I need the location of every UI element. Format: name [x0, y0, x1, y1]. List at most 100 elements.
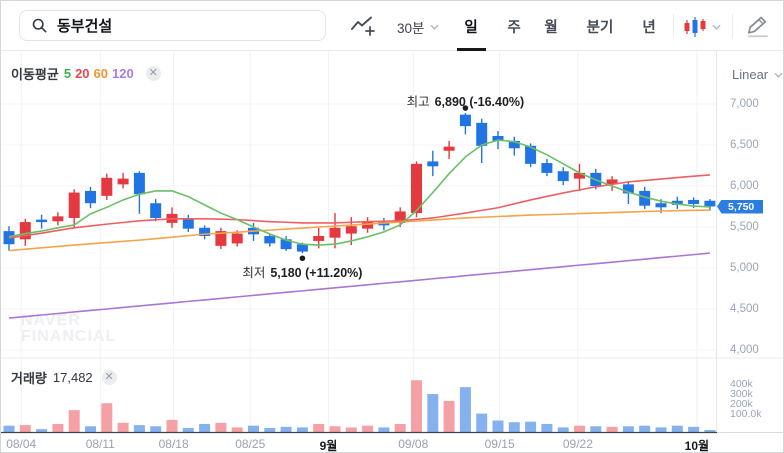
interval-dropdown[interactable]: 30분 [397, 17, 440, 37]
ma-period-20: 20 [75, 66, 90, 81]
volume-bar [378, 427, 390, 432]
search-icon [32, 18, 47, 33]
candle-body [459, 114, 471, 127]
volume-bar [182, 427, 194, 432]
low-annotation: 최저 5,180 (+11.20%) [242, 266, 363, 280]
volume-bar [68, 410, 80, 432]
date-tick-09/08: 09/08 [398, 437, 429, 451]
date-tick-09/15: 09/15 [484, 437, 515, 451]
interval-dropdown-value: 30분 [397, 21, 425, 36]
ma-legend-label: 이동평균 [11, 67, 59, 82]
date-tick-9월: 9월 [319, 439, 338, 453]
date-tick-08/11: 08/11 [85, 437, 115, 451]
add-indicator-icon[interactable] [349, 14, 375, 38]
volume-legend-value: 17,482 [52, 370, 93, 385]
volume-bar [52, 423, 64, 432]
search-value: 동부건설 [57, 18, 113, 35]
volume-legend-close-icon[interactable]: ✕ [101, 370, 117, 385]
chevron-down-icon[interactable] [712, 24, 721, 30]
candle-body [427, 161, 439, 167]
ma-period-60: 60 [93, 66, 109, 81]
ma20-line [8, 174, 710, 239]
volume-bar [492, 420, 504, 432]
candle-body [296, 244, 308, 252]
price-tick-5500: 5,500 [730, 221, 759, 233]
volume-bar [541, 423, 553, 432]
volume-bar [101, 403, 113, 432]
candle-body [117, 178, 129, 185]
candle-body [476, 122, 488, 146]
ma-legend-close-icon[interactable]: ✕ [145, 66, 161, 81]
candle-body [541, 163, 553, 173]
tab-일[interactable]: 일 [464, 20, 478, 36]
volume-bar [362, 425, 374, 432]
candle-body [606, 179, 618, 185]
scale-dropdown-value: Linear [732, 67, 769, 82]
ma-period-values: 5 20 60 120 [64, 66, 138, 81]
volume-bar [525, 421, 537, 432]
volume-bar [411, 380, 422, 432]
candle-body [19, 222, 31, 240]
volume-bar [296, 427, 308, 432]
volume-bar [329, 426, 341, 432]
volume-bar [394, 423, 406, 432]
chevron-down-icon [774, 72, 783, 78]
volume-bar [313, 423, 325, 432]
candle-body [133, 172, 145, 195]
candle-body [574, 172, 585, 179]
candle-body [329, 227, 341, 238]
candle-body [345, 226, 357, 234]
volume-bar [264, 427, 276, 432]
date-tick-09/22: 09/22 [562, 437, 593, 451]
ma5-line [8, 139, 710, 246]
candle-body [362, 221, 374, 229]
volume-bar [427, 394, 439, 432]
candle-body [85, 190, 96, 204]
volume-bar [231, 427, 243, 432]
toolbar: 동부건설 30분 일 주 월 분기 년 [1, 1, 783, 51]
chevron-down-icon [430, 24, 440, 30]
candle-body [411, 163, 422, 214]
volume-bar [19, 425, 31, 432]
candle-body [52, 216, 64, 222]
candle-body [508, 140, 520, 149]
volume-bar [150, 426, 162, 432]
low-marker-dot [299, 255, 306, 262]
candle-body [557, 171, 569, 182]
chart-style-candlestick-icon[interactable] [683, 15, 707, 39]
volume-legend: 거래량 17,482 ✕ [11, 368, 117, 387]
volume-bar [443, 400, 455, 432]
tab-월[interactable]: 월 [544, 20, 558, 36]
volume-bar [590, 426, 602, 432]
search-input[interactable]: 동부건설 [19, 10, 326, 41]
volume-bar [345, 427, 357, 432]
volume-bar [671, 425, 683, 432]
date-tick-08/25: 08/25 [235, 437, 266, 451]
volume-bar [36, 429, 48, 432]
scale-dropdown[interactable]: Linear [732, 67, 783, 82]
tab-년[interactable]: 년 [642, 20, 656, 36]
candle-body [622, 184, 634, 194]
candle-body [264, 236, 276, 244]
volume-bar [3, 425, 15, 432]
current-price-badge: 5,750 [717, 199, 763, 214]
volume-tick-100000: 100.0k [730, 408, 762, 420]
volume-bar [85, 426, 96, 432]
tab-주[interactable]: 주 [507, 20, 521, 36]
price-tick-7000: 7,000 [730, 98, 759, 110]
candle-body [313, 236, 325, 241]
ma-legend: 이동평균 5 20 60 120 ✕ [11, 64, 161, 83]
volume-bar [133, 425, 145, 432]
candle-body [492, 135, 504, 141]
volume-bar [248, 425, 259, 432]
volume-bar [476, 413, 488, 432]
draw-pencil-icon[interactable] [745, 13, 771, 39]
tab-분기[interactable]: 분기 [586, 20, 614, 36]
volume-bar [688, 426, 700, 432]
candle-body [688, 199, 700, 205]
volume-legend-label: 거래량 [11, 371, 47, 386]
candle-body [150, 203, 162, 218]
volume-bar [639, 425, 651, 432]
price-tick-4000: 4,000 [730, 344, 759, 356]
